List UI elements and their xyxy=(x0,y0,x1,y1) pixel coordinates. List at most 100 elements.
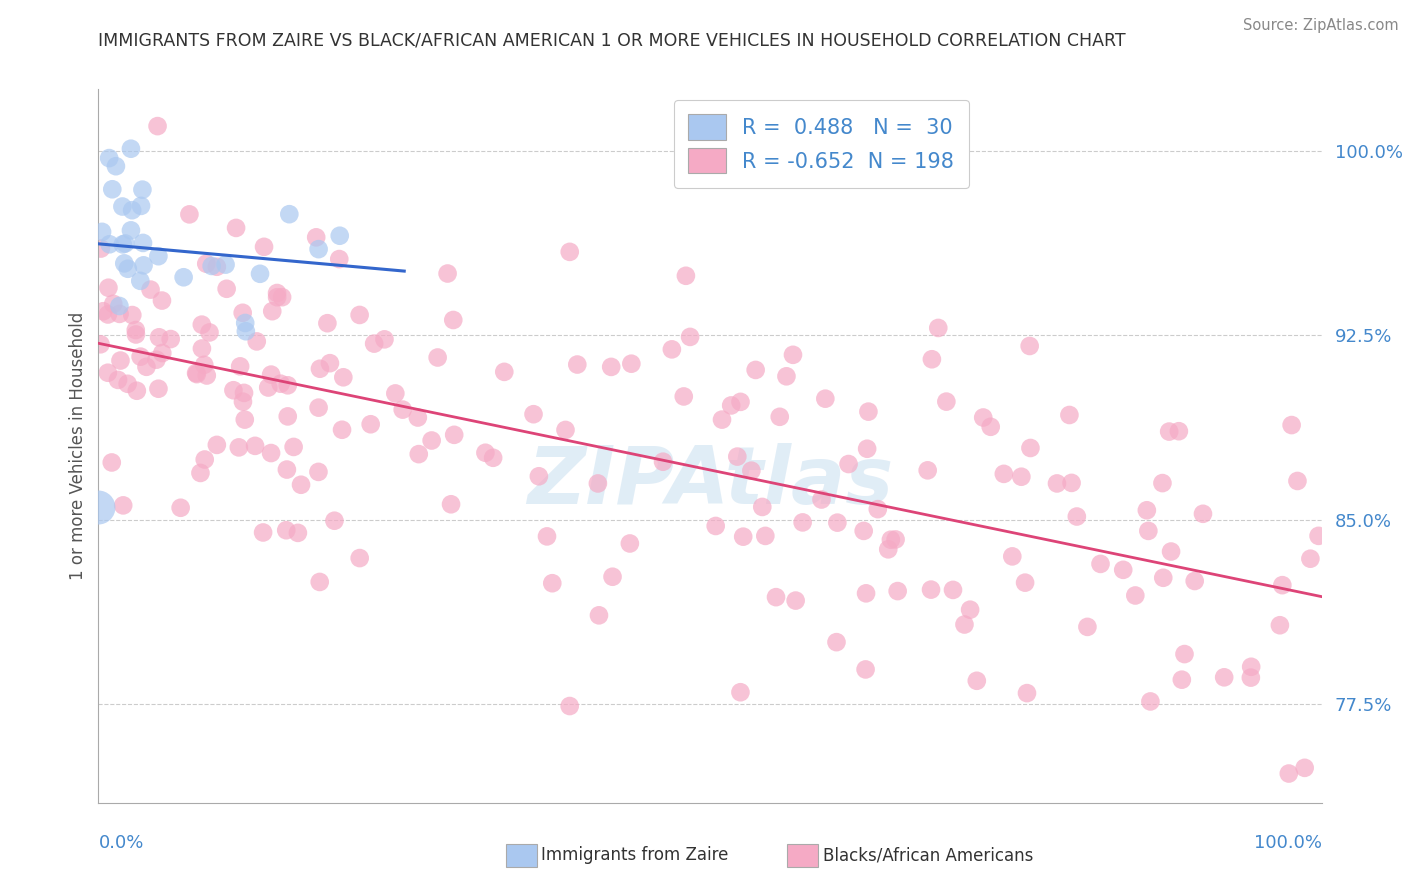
Point xyxy=(474,446,496,460)
Point xyxy=(233,385,256,400)
Point xyxy=(328,252,350,266)
Point xyxy=(1014,575,1036,590)
Point xyxy=(1139,694,1161,708)
Point xyxy=(1240,660,1263,674)
Point xyxy=(150,293,173,308)
Point xyxy=(775,369,797,384)
Point xyxy=(751,500,773,514)
Point xyxy=(620,357,643,371)
Point xyxy=(276,523,298,537)
Point xyxy=(184,366,207,380)
Point xyxy=(554,423,576,437)
Point xyxy=(1294,761,1316,775)
Point xyxy=(308,242,330,256)
Point xyxy=(257,380,280,394)
Point xyxy=(132,235,155,250)
Point xyxy=(262,304,284,318)
Point xyxy=(112,256,135,270)
Point xyxy=(222,383,245,397)
Point xyxy=(110,353,132,368)
Point xyxy=(792,516,814,530)
Point xyxy=(89,337,111,351)
Point xyxy=(228,441,250,455)
Point xyxy=(1159,425,1181,439)
Point xyxy=(810,492,832,507)
Point xyxy=(441,313,464,327)
Point xyxy=(120,223,142,237)
Point xyxy=(186,367,208,381)
Point xyxy=(1152,571,1174,585)
Text: 100.0%: 100.0% xyxy=(1254,834,1322,852)
Point xyxy=(148,382,170,396)
Point xyxy=(730,395,752,409)
Point xyxy=(120,142,142,156)
Point xyxy=(827,516,849,530)
Point xyxy=(169,500,191,515)
Point xyxy=(98,151,121,165)
Point xyxy=(1240,671,1263,685)
Text: Immigrants from Zaire: Immigrants from Zaire xyxy=(541,847,728,864)
Point xyxy=(201,259,224,273)
Point xyxy=(277,409,299,424)
Point xyxy=(1286,474,1309,488)
Point xyxy=(567,358,589,372)
Point xyxy=(652,455,675,469)
Point xyxy=(114,236,136,251)
Point xyxy=(558,699,581,714)
Point xyxy=(270,376,292,391)
Point xyxy=(1076,620,1098,634)
Point xyxy=(287,525,309,540)
Point xyxy=(145,352,167,367)
Point xyxy=(243,439,266,453)
Point xyxy=(129,350,152,364)
Point xyxy=(855,662,877,676)
Point xyxy=(730,685,752,699)
Point xyxy=(959,603,981,617)
Point xyxy=(619,536,641,550)
Point xyxy=(855,586,877,600)
Point xyxy=(232,394,254,409)
Point xyxy=(117,261,139,276)
Point xyxy=(877,542,900,557)
Point xyxy=(720,399,742,413)
Point xyxy=(1018,339,1040,353)
Point xyxy=(253,240,276,254)
Point xyxy=(782,348,804,362)
Point xyxy=(672,389,695,403)
Point xyxy=(97,281,120,295)
Point xyxy=(125,384,148,398)
Point xyxy=(132,258,155,272)
Point xyxy=(232,306,254,320)
Point xyxy=(349,551,371,566)
Point xyxy=(100,455,122,469)
Point xyxy=(125,323,148,337)
Text: 0.0%: 0.0% xyxy=(98,834,143,852)
Point xyxy=(1046,476,1069,491)
Point xyxy=(953,617,976,632)
Point xyxy=(536,529,558,543)
Point xyxy=(942,582,965,597)
Point xyxy=(129,274,152,288)
Point xyxy=(373,332,395,346)
Point xyxy=(139,283,162,297)
Point xyxy=(266,285,288,300)
Point xyxy=(1019,441,1042,455)
Point xyxy=(661,343,683,357)
Point xyxy=(1213,670,1236,684)
Point xyxy=(769,409,792,424)
Point xyxy=(103,297,125,311)
Point xyxy=(391,402,413,417)
Point xyxy=(406,410,429,425)
Point xyxy=(332,370,354,384)
Text: Blacks/African Americans: Blacks/African Americans xyxy=(823,847,1033,864)
Point xyxy=(1015,686,1038,700)
Point xyxy=(527,469,550,483)
Point xyxy=(384,386,406,401)
Point xyxy=(586,476,609,491)
Point xyxy=(541,576,564,591)
Point xyxy=(1271,578,1294,592)
Point xyxy=(785,593,807,607)
Point xyxy=(323,514,346,528)
Point xyxy=(972,410,994,425)
Point xyxy=(1090,557,1112,571)
